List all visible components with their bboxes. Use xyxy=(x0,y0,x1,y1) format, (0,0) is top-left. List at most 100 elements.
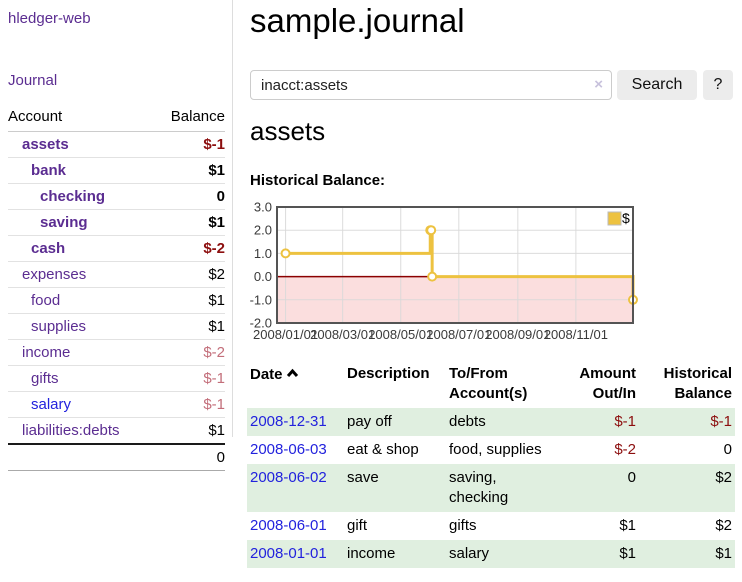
register-table: Date Description To/From Account(s) Amou… xyxy=(247,362,735,568)
accounts-col-balance: Balance xyxy=(154,104,225,132)
account-link-supplies[interactable]: supplies xyxy=(31,318,87,335)
transaction-balance: $2 xyxy=(715,469,732,486)
account-row: income $-2 xyxy=(8,339,225,366)
account-row: liabilities:debts $1 xyxy=(8,417,225,445)
accounts-total-value: 0 xyxy=(154,444,225,471)
register-col-amount[interactable]: Amount Out/In xyxy=(579,365,636,402)
page-title: sample.journal xyxy=(250,2,465,39)
transaction-accounts: debts xyxy=(449,413,486,430)
account-link-expenses[interactable]: expenses xyxy=(22,266,87,283)
svg-text:-1.0: -1.0 xyxy=(250,292,272,307)
search-input[interactable] xyxy=(250,70,612,100)
account-link-saving[interactable]: saving xyxy=(40,214,88,231)
register-col-date[interactable]: Date xyxy=(247,362,344,408)
sort-ascending-icon xyxy=(286,364,299,384)
svg-text:0.0: 0.0 xyxy=(254,269,272,284)
register-col-balance[interactable]: Historical Balance xyxy=(663,365,732,402)
account-row: checking 0 xyxy=(8,183,225,210)
register-row: 2008-01-01 income salary $1 $1 xyxy=(247,540,735,568)
account-link-food[interactable]: food xyxy=(31,292,61,309)
transaction-amount: $-1 xyxy=(614,413,636,430)
transaction-date-link[interactable]: 2008-12-31 xyxy=(250,413,327,430)
account-row: expenses $2 xyxy=(8,261,225,288)
accounts-table: Account Balance assets $-1 bank $1 checkin… xyxy=(8,104,225,471)
account-balance: $1 xyxy=(154,157,225,184)
svg-text:1.0: 1.0 xyxy=(254,246,272,261)
register-col-accounts[interactable]: To/From Account(s) xyxy=(449,365,528,402)
svg-text:-2.0: -2.0 xyxy=(250,316,272,331)
brand-link[interactable]: hledger-web xyxy=(8,10,91,27)
transaction-date-link[interactable]: 2008-06-02 xyxy=(250,469,327,486)
account-link-assets[interactable]: assets xyxy=(22,136,69,153)
account-link-income[interactable]: income xyxy=(22,344,71,361)
account-balance: $1 xyxy=(154,313,225,340)
account-link-salary[interactable]: salary xyxy=(31,396,72,413)
account-row: food $1 xyxy=(8,287,225,314)
account-row: saving $1 xyxy=(8,209,225,236)
account-link-liabilities-debts[interactable]: liabilities:debts xyxy=(22,422,120,439)
account-balance: $-1 xyxy=(154,365,225,392)
transaction-balance: 0 xyxy=(723,441,732,458)
accounts-total-row: 0 xyxy=(8,444,225,471)
transaction-description: eat & shop xyxy=(347,441,419,458)
account-row: bank $1 xyxy=(8,157,225,184)
register-row: 2008-06-02 save saving, checking 0 $2 xyxy=(247,464,735,512)
search-button[interactable]: Search xyxy=(617,70,697,100)
svg-text:$: $ xyxy=(622,210,630,226)
transaction-amount: $-2 xyxy=(614,441,636,458)
main-content: sample.journal × Search ? assets Histori… xyxy=(247,0,742,582)
chart-canvas: $3.0 2.0 1.0 0.0 -1.0 -2.02008/01/012008/03/0… xyxy=(250,200,638,342)
register-row: 2008-06-01 gift gifts $1 $2 xyxy=(247,512,735,540)
account-balance: $1 xyxy=(154,287,225,314)
account-link-gifts[interactable]: gifts xyxy=(31,370,59,387)
account-row: supplies $1 xyxy=(8,313,225,340)
transaction-date-link[interactable]: 2008-06-01 xyxy=(250,517,327,534)
account-link-bank[interactable]: bank xyxy=(31,162,67,179)
transaction-description: save xyxy=(347,469,379,486)
historical-balance-chart: $3.0 2.0 1.0 0.0 -1.0 -2.0 2008/01/01 2008/03/0… xyxy=(250,196,650,346)
transaction-description: gift xyxy=(347,517,368,534)
transaction-description: pay off xyxy=(347,413,392,430)
transaction-accounts: gifts xyxy=(449,517,477,534)
sidebar-item-journal[interactable]: Journal xyxy=(8,72,58,89)
account-balance: $1 xyxy=(154,417,225,445)
svg-text:2008/09/01: 2008/09/01 xyxy=(485,327,550,342)
svg-text:3.0: 3.0 xyxy=(254,200,272,215)
transaction-balance: $2 xyxy=(715,517,732,534)
account-balance: $1 xyxy=(154,209,225,236)
account-balance: $-1 xyxy=(154,131,225,158)
account-balance: $2 xyxy=(154,261,225,288)
register-header-row: Date Description To/From Account(s) Amou… xyxy=(247,362,735,408)
svg-text:2008/01/01: 2008/01/01 xyxy=(253,327,318,342)
account-row: salary $-1 xyxy=(8,391,225,418)
svg-text:2008/07/01: 2008/07/01 xyxy=(426,327,491,342)
svg-text:2008/05/01: 2008/05/01 xyxy=(368,327,433,342)
transaction-date-link[interactable]: 2008-01-01 xyxy=(250,545,327,562)
account-heading: assets xyxy=(250,116,326,146)
svg-text:2008/03/01: 2008/03/01 xyxy=(310,327,375,342)
transaction-amount: $1 xyxy=(619,545,636,562)
svg-text:2.0: 2.0 xyxy=(254,223,272,238)
sidebar-divider xyxy=(232,0,233,437)
clear-search-icon[interactable]: × xyxy=(594,76,603,93)
help-button[interactable]: ? xyxy=(703,70,733,100)
transaction-balance: $1 xyxy=(715,545,732,562)
accounts-col-account: Account xyxy=(8,104,155,132)
account-balance: $-1 xyxy=(154,391,225,418)
transaction-accounts: food, supplies xyxy=(449,441,542,458)
search-form: × Search ? xyxy=(250,70,733,100)
register-col-description[interactable]: Description xyxy=(347,365,430,382)
account-row: cash $-2 xyxy=(8,235,225,262)
transaction-date-link[interactable]: 2008-06-03 xyxy=(250,441,327,458)
transaction-description: income xyxy=(347,545,396,562)
transaction-balance: $-1 xyxy=(710,413,732,430)
account-link-cash[interactable]: cash xyxy=(31,240,66,257)
transaction-amount: 0 xyxy=(627,469,636,486)
account-link-checking[interactable]: checking xyxy=(40,188,106,205)
account-balance: 0 xyxy=(154,183,225,210)
transaction-amount: $1 xyxy=(619,517,636,534)
account-row: gifts $-1 xyxy=(8,365,225,392)
transaction-accounts: saving, checking xyxy=(449,469,509,506)
register-row: 2008-12-31 pay off debts $-1 $-1 xyxy=(247,408,735,436)
chart-title: Historical Balance: xyxy=(250,172,386,189)
